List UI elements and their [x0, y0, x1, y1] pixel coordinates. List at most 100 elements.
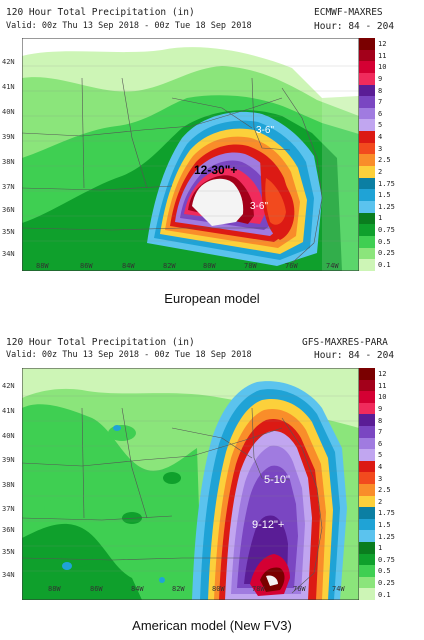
- lat-label: 36N: [2, 206, 15, 214]
- legend-swatch: [359, 460, 375, 473]
- precip-map-gfs: [22, 368, 359, 600]
- annotation-coastal-rain: 3-6": [250, 201, 269, 212]
- legend-label: 6: [378, 110, 383, 118]
- lat-label: 34N: [2, 250, 15, 258]
- legend-label: 1: [378, 544, 383, 552]
- lon-label: 74W: [326, 262, 339, 270]
- model-code: ECMWF-MAXRES: [314, 7, 383, 18]
- legend-label: 4: [378, 133, 383, 141]
- model-code: GFS-MAXRES-PARA: [302, 337, 388, 348]
- legend-label: 1.25: [378, 533, 395, 541]
- legend-label: 11: [378, 52, 387, 60]
- legend-label: 1.75: [378, 509, 395, 517]
- legend-label: 12: [378, 40, 387, 48]
- legend-swatch: [359, 72, 375, 85]
- legend-label: 4: [378, 463, 383, 471]
- legend-swatch: [359, 565, 375, 577]
- map-title: 120 Hour Total Precipitation (in): [6, 7, 195, 18]
- gfs-panel: 120 Hour Total Precipitation (in) Valid:…: [0, 328, 424, 640]
- legend-label: 1.75: [378, 180, 395, 188]
- legend-swatch: [359, 224, 375, 236]
- legend-swatch: [359, 154, 375, 167]
- lon-label: 80W: [212, 585, 225, 593]
- legend-swatch: [359, 472, 375, 484]
- legend-swatch: [359, 553, 375, 566]
- lon-label: 76W: [285, 262, 298, 270]
- legend-label: 0.5: [378, 238, 391, 246]
- annotation-max-rain: 12-30"+: [194, 163, 238, 177]
- annotation-max-rain: 9-12"+: [252, 519, 285, 531]
- legend-swatch: [359, 49, 375, 62]
- legend-label: 2: [378, 168, 383, 176]
- legend-label: 0.75: [378, 226, 395, 234]
- lat-label: 37N: [2, 183, 15, 191]
- lat-label: 40N: [2, 108, 15, 116]
- legend-swatch: [359, 507, 375, 519]
- lon-label: 88W: [36, 262, 49, 270]
- legend-label: 1: [378, 214, 383, 222]
- legend-swatch: [359, 530, 375, 542]
- legend-label: 10: [378, 393, 387, 401]
- legend-colorbar: [359, 368, 375, 600]
- legend-swatch: [359, 142, 375, 155]
- legend-label: 0.5: [378, 567, 391, 575]
- lat-label: 42N: [2, 382, 15, 390]
- legend-swatch: [359, 449, 375, 461]
- lat-label: 37N: [2, 505, 15, 513]
- legend-label: 1.5: [378, 191, 391, 199]
- legend-label: 9: [378, 405, 383, 413]
- forecast-hours: Hour: 84 - 204: [314, 21, 395, 32]
- lon-label: 74W: [332, 585, 345, 593]
- lon-label: 80W: [203, 262, 216, 270]
- legend-swatch: [359, 495, 375, 508]
- legend-label: 0.75: [378, 556, 395, 564]
- legend-label: 8: [378, 417, 383, 425]
- lon-label: 84W: [122, 262, 135, 270]
- legend-label: 2.5: [378, 486, 391, 494]
- lat-label: 39N: [2, 133, 15, 141]
- lat-label: 35N: [2, 228, 15, 236]
- lat-label: 40N: [2, 432, 15, 440]
- lat-label: 41N: [2, 83, 15, 91]
- lat-label: 36N: [2, 526, 15, 534]
- legend-swatch: [359, 131, 375, 143]
- legend-label: 2: [378, 498, 383, 506]
- legend-swatch: [359, 189, 375, 201]
- forecast-hours: Hour: 84 - 204: [314, 350, 395, 361]
- lon-label: 82W: [172, 585, 185, 593]
- panel-caption: American model (New FV3): [132, 618, 292, 633]
- legend-label: 9: [378, 75, 383, 83]
- legend-label: 2.5: [378, 156, 391, 164]
- legend-label: 3: [378, 145, 383, 153]
- legend-swatch: [359, 391, 375, 403]
- lat-label: 41N: [2, 407, 15, 415]
- lon-label: 84W: [131, 585, 144, 593]
- lat-label: 38N: [2, 158, 15, 166]
- legend-label: 7: [378, 428, 383, 436]
- legend-label: 8: [378, 87, 383, 95]
- panel-caption: European model: [164, 291, 260, 306]
- legend-swatch: [359, 235, 375, 248]
- legend-label: 5: [378, 121, 383, 129]
- ecmwf-panel: 120 Hour Total Precipitation (in) Valid:…: [0, 0, 424, 310]
- lon-label: 88W: [48, 585, 61, 593]
- legend-swatch: [359, 96, 375, 108]
- legend-label: 0.1: [378, 591, 391, 599]
- legend-swatch: [359, 259, 375, 271]
- legend-label: 5: [378, 451, 383, 459]
- legend-swatch: [359, 379, 375, 392]
- legend-label: 1.5: [378, 521, 391, 529]
- annotation-mid-rain: 5-10": [264, 474, 290, 486]
- legend-swatch: [359, 483, 375, 496]
- legend-swatch: [359, 177, 375, 190]
- legend-label: 10: [378, 63, 387, 71]
- annotation-north-rain: 3-6": [256, 125, 275, 136]
- legend-label: 0.25: [378, 249, 395, 257]
- lon-label: 82W: [163, 262, 176, 270]
- lat-label: 38N: [2, 481, 15, 489]
- map-title: 120 Hour Total Precipitation (in): [6, 337, 195, 348]
- legend-swatch: [359, 576, 375, 589]
- lat-label: 35N: [2, 548, 15, 556]
- lon-label: 78W: [244, 262, 257, 270]
- legend-swatch: [359, 61, 375, 73]
